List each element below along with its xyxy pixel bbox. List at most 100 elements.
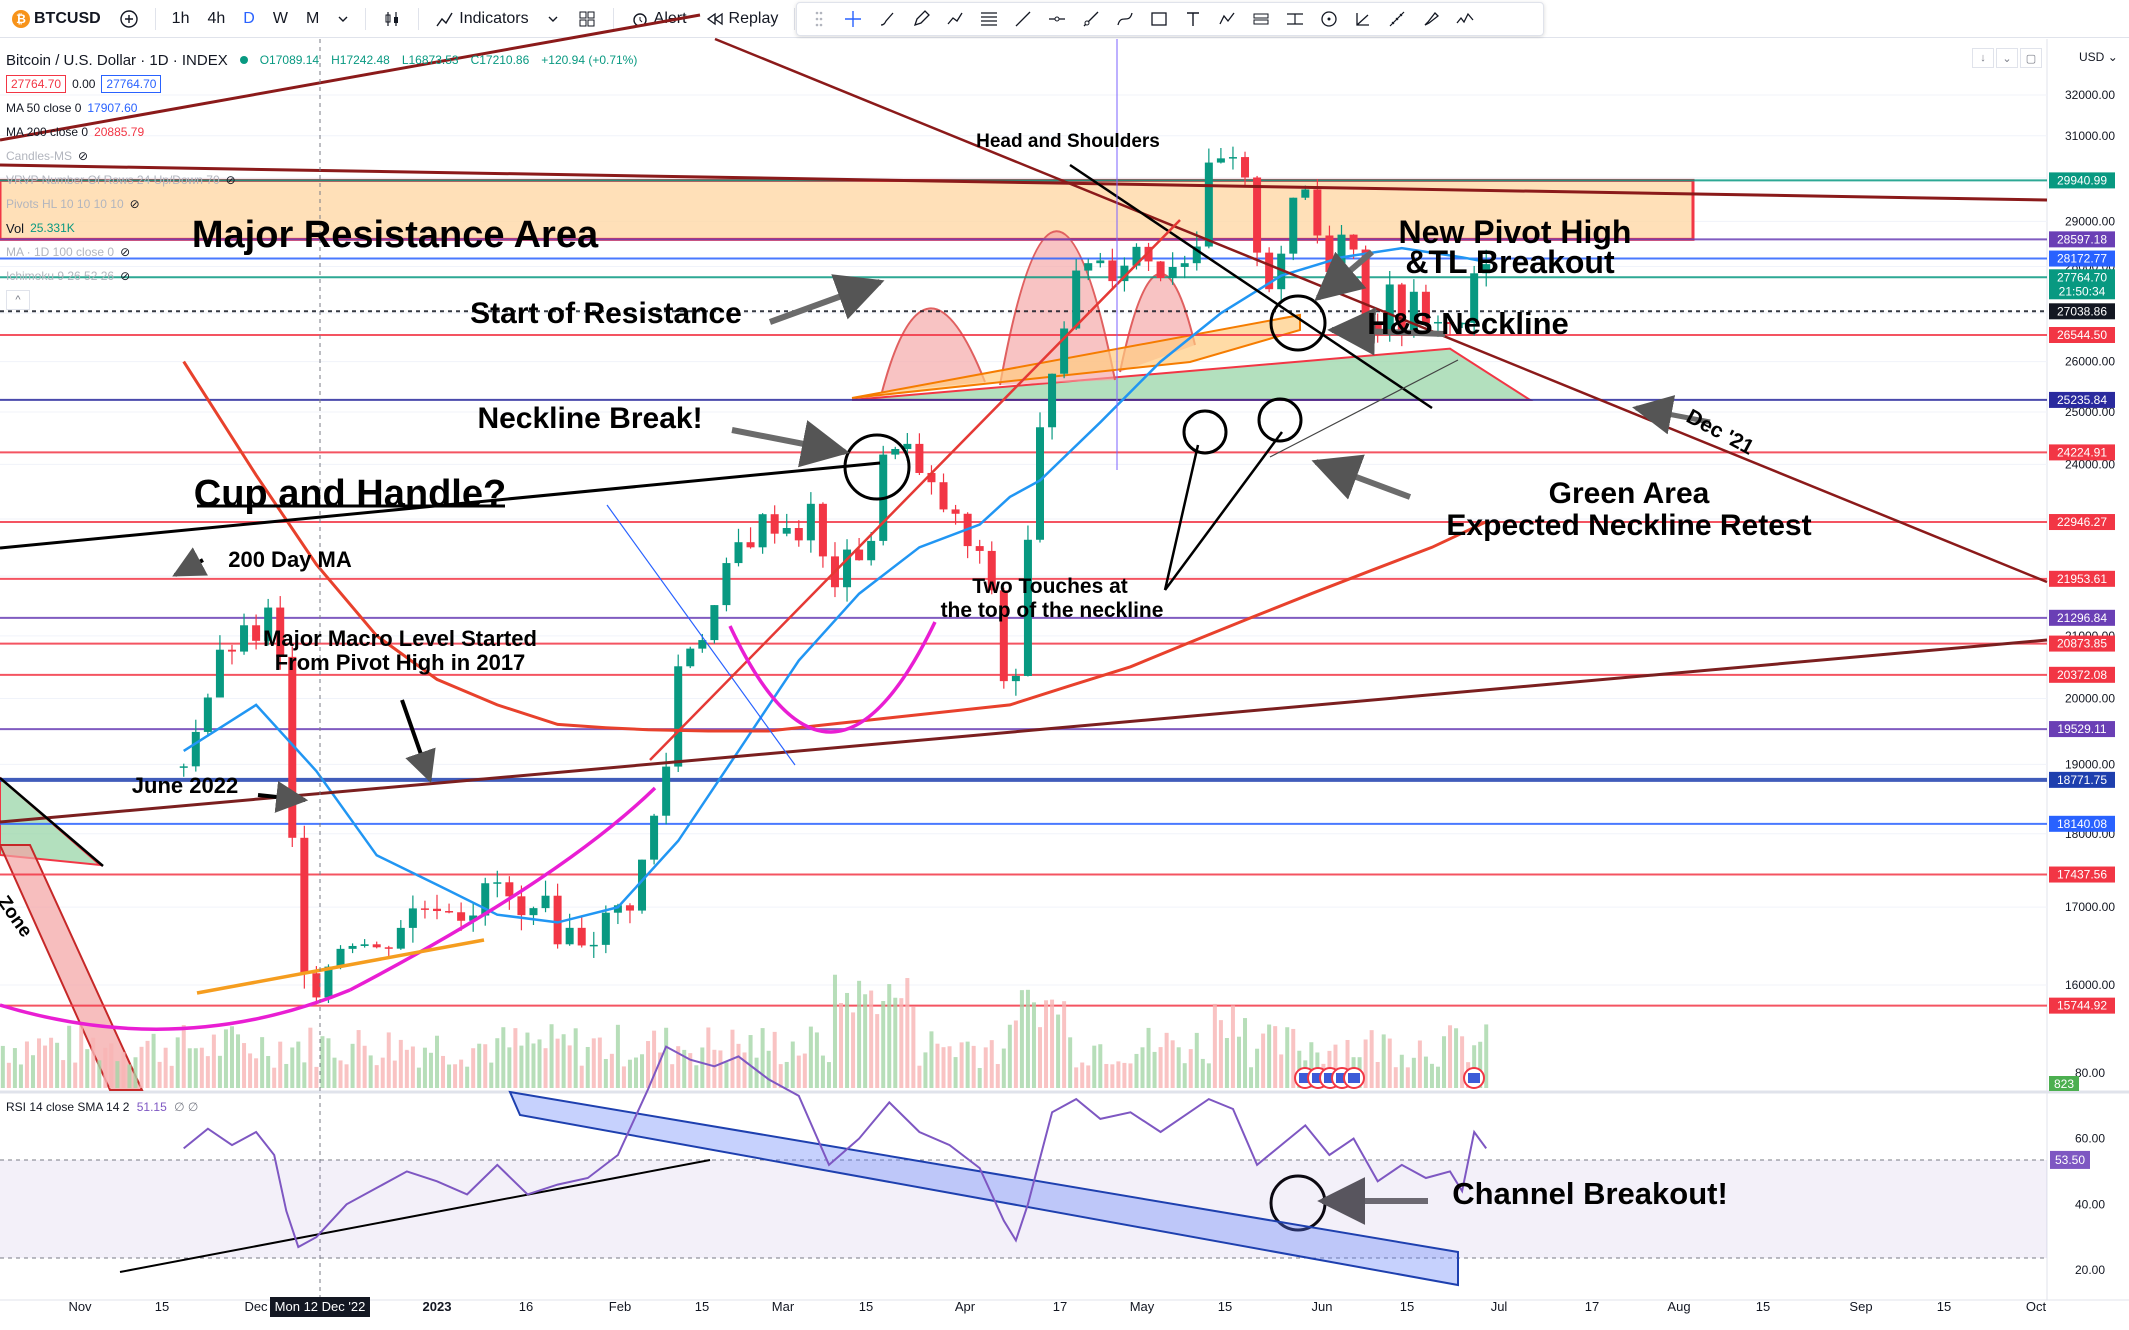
interval-4h[interactable]: 4h <box>207 9 226 27</box>
annotation-text[interactable]: Channel Breakout! <box>1452 1176 1728 1211</box>
touch-circle-2[interactable] <box>1257 397 1303 443</box>
rsi-support-trendline[interactable] <box>119 1159 711 1273</box>
dec21-arrow[interactable] <box>1632 395 1711 435</box>
annotation-text[interactable]: the top of the neckline <box>941 599 1164 622</box>
eye-off-icon[interactable]: ⊘ <box>129 197 140 211</box>
measure-icon[interactable] <box>1383 6 1411 32</box>
volume-badge[interactable] <box>2049 1076 2079 1091</box>
cup-curve-right[interactable] <box>349 786 657 992</box>
pen-icon[interactable] <box>907 6 935 32</box>
rsi-line[interactable] <box>183 1045 1488 1249</box>
brush-icon[interactable] <box>873 6 901 32</box>
orange-support-line[interactable] <box>196 938 485 995</box>
price-level-badge[interactable] <box>2049 635 2115 652</box>
currency-selector[interactable]: USD ⌄ <box>2079 50 2118 64</box>
drag-handle-icon[interactable] <box>805 6 833 32</box>
collapse-legend-button[interactable]: ^ <box>6 290 30 310</box>
two-touches-pointer[interactable] <box>1163 431 1284 591</box>
old-trendline[interactable] <box>0 777 104 867</box>
price-level-badge[interactable] <box>2049 283 2115 300</box>
legend-vrvp-row[interactable]: VRVP Number Of Rows 24 Up/Down 70 ⊘ <box>6 168 637 192</box>
legend-ma100-row[interactable]: MA · 1D 100 close 0 ⊘ <box>6 240 637 264</box>
indicators-dropdown[interactable] <box>541 4 565 34</box>
annotation-text[interactable]: Green Area <box>1549 477 1710 510</box>
descending-trendline[interactable] <box>1069 163 1433 410</box>
eye-off-icon[interactable]: ⊘ <box>78 149 89 163</box>
rising-support-line[interactable] <box>649 219 1181 761</box>
highlighter-icon[interactable] <box>1417 6 1445 32</box>
annotation-text[interactable]: Major Macro Level Started <box>263 626 537 651</box>
price-level-badge[interactable] <box>2049 721 2115 738</box>
annotation-text[interactable]: Major Resistance Area <box>192 214 599 256</box>
scroll-down-button[interactable]: ↓ <box>1972 48 1994 68</box>
zone-band[interactable] <box>0 844 144 1091</box>
annotation-text[interactable]: Neckline Break! <box>477 402 702 435</box>
annotation-text[interactable]: Start of Resistance <box>470 297 742 330</box>
crosshair-date-badge[interactable] <box>270 1297 370 1317</box>
price-level-badge[interactable] <box>2049 172 2115 189</box>
pattern-icon[interactable] <box>1213 6 1241 32</box>
symbol-search[interactable]: ₿ BTCUSD <box>6 4 107 34</box>
rsi-current-badge[interactable] <box>2050 1150 2090 1169</box>
annotation-text[interactable]: H&S Neckline <box>1367 306 1569 341</box>
macro-level-arrow[interactable] <box>400 699 436 784</box>
eye-off-icon[interactable]: ⊘ <box>225 173 236 187</box>
angle-icon[interactable] <box>1349 6 1377 32</box>
collapse-pane-button[interactable]: ⌄ <box>1996 48 2018 68</box>
text-icon[interactable] <box>1179 6 1207 32</box>
wave-icon[interactable] <box>1451 6 1479 32</box>
time-axis[interactable]: Nov 15 Dec Mon 12 Dec '22 2023 16 Feb 15 Mar 15 Ap… <box>68 1297 2046 1317</box>
path-icon[interactable] <box>941 6 969 32</box>
projection-line[interactable] <box>1269 359 1459 458</box>
interval-d[interactable]: D <box>243 9 255 27</box>
price-level-badge[interactable] <box>2049 269 2115 286</box>
compare-symbol-button[interactable] <box>113 4 145 34</box>
rectangle-icon[interactable] <box>1145 6 1173 32</box>
annotation-text[interactable]: June 2022 <box>132 773 238 798</box>
annotation-text[interactable]: Head and Shoulders <box>976 131 1160 152</box>
curve-icon[interactable] <box>1111 6 1139 32</box>
legend-ma50-row[interactable]: MA 50 close 0 17907.60 <box>6 96 637 120</box>
macro-trendline[interactable] <box>0 638 2048 824</box>
cup-curve-left[interactable] <box>0 988 351 1031</box>
rsi-legend[interactable]: RSI 14 close SMA 14 2 51.15 ∅ ∅ <box>6 1100 198 1114</box>
maximize-pane-button[interactable]: ▢ <box>2020 48 2042 68</box>
annotation-text[interactable]: Expected Neckline Retest <box>1446 509 1811 542</box>
annotation-text[interactable]: &TL Breakout <box>1405 244 1615 280</box>
june2022-arrow[interactable] <box>257 781 309 813</box>
pivot-high-arrow[interactable] <box>1314 249 1374 302</box>
handle-curve[interactable] <box>728 621 937 734</box>
eye-off-icon[interactable]: ⊘ <box>120 269 131 283</box>
price-level-badge[interactable] <box>2049 666 2115 683</box>
legend-ichimoku-row[interactable]: Ichimoku 9 26 52 26 ⊘ <box>6 264 637 288</box>
crosshair-icon[interactable] <box>839 6 867 32</box>
indicators-button[interactable]: Indicators <box>429 4 534 34</box>
start-resistance-arrow[interactable] <box>768 274 885 325</box>
price-axis[interactable]: 16000.0017000.0018000.0019000.0020000.00… <box>2049 88 2115 1091</box>
price-level-badge[interactable] <box>2049 250 2115 267</box>
pivot-high-circle[interactable] <box>1269 294 1327 352</box>
ray-icon[interactable] <box>1077 6 1105 32</box>
upper-trendline[interactable] <box>0 13 701 142</box>
annotation-text[interactable]: New Pivot High <box>1399 214 1632 250</box>
legend-candles-row[interactable]: Candles-MS ⊘ <box>6 144 637 168</box>
price-level-badge[interactable] <box>2049 391 2115 408</box>
blue-trendline[interactable] <box>606 504 796 766</box>
dec21-trendline[interactable] <box>714 37 2048 584</box>
resistance-trendline[interactable] <box>0 163 2048 202</box>
price-level-badge[interactable] <box>2049 866 2115 883</box>
rsi-channel[interactable] <box>508 1090 1459 1287</box>
price-level-badge[interactable] <box>2049 444 2115 461</box>
trend-line-icon[interactable] <box>1009 6 1037 32</box>
green-area-arrow[interactable] <box>1311 454 1412 500</box>
price-level-badge[interactable] <box>2049 326 2115 343</box>
price-level-badge[interactable] <box>2049 997 2115 1014</box>
hs-head[interactable] <box>999 230 1116 386</box>
eye-off-icon[interactable]: ⊘ <box>120 245 131 259</box>
bid-price[interactable]: 27764.70 <box>6 75 67 93</box>
interval-1h[interactable]: 1h <box>171 9 190 27</box>
annotation-text[interactable]: 200 Day MA <box>228 547 352 572</box>
hs-left-shoulder[interactable] <box>881 307 986 393</box>
annotation-text[interactable]: From Pivot High in 2017 <box>275 650 526 675</box>
